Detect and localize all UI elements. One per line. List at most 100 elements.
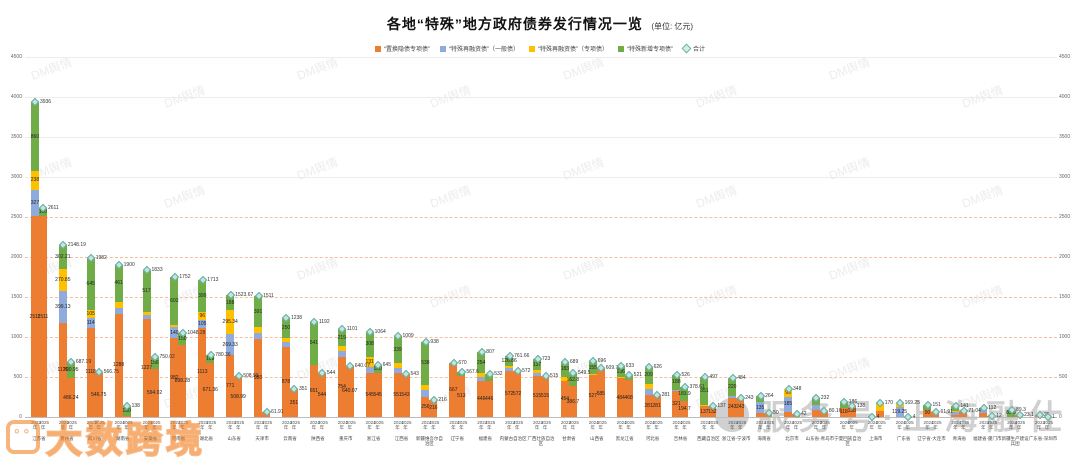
legend-swatch-orange (374, 45, 381, 52)
segment-value-label: 321 (672, 401, 681, 408)
total-value-label: 138 (131, 402, 140, 409)
total-value-label: 71.04 (968, 408, 981, 415)
bar-segment-replacement (708, 406, 717, 417)
region-label: 新疆维吾尔自治区 (415, 436, 443, 447)
x-tick-year-label: 2024 年 (198, 420, 209, 431)
x-tick-year-label: 2025 年 (262, 420, 273, 431)
legend-swatch-yellow (528, 45, 535, 52)
segment-value-label: 194.7 (678, 406, 691, 413)
bar-segment-new-special (150, 356, 159, 370)
total-value-label: 567.6 (466, 368, 479, 375)
total-value-label: 351 (298, 385, 308, 392)
bar-segment-replacement (596, 370, 605, 417)
total-value-label: 484 (737, 375, 746, 382)
y-tick-label-left: 1500 (10, 294, 22, 300)
bar-segment-refi-special (560, 376, 569, 381)
bar-segment-refi-special (58, 269, 67, 291)
bar-segment-refi-special (588, 373, 597, 375)
region-label: 福建省-厦门市 (973, 436, 1002, 441)
bar-segment-replacement (560, 380, 569, 417)
bar-segment-replacement (30, 216, 39, 417)
y-tick-label-left: 2000 (10, 254, 22, 260)
bar-segment-replacement (839, 407, 848, 417)
x-tick-year-label: 2025 年 (317, 420, 328, 431)
chart-title-wrap: 各地“特殊”地方政府债券发行情况一览 (单位: 亿元) (0, 14, 1080, 34)
bar-segment-new-special (616, 366, 625, 378)
bar-segment-refi-general (281, 342, 290, 347)
x-tick-year-label: 2025 年 (652, 420, 663, 431)
region-label: 辽宁省-大连市 (917, 436, 946, 441)
segment-value-label: 667 (449, 387, 458, 394)
legend-swatch-green (617, 45, 624, 52)
y-tick-label-right: 1000 (1059, 334, 1071, 340)
x-tick-year-label: 2024 年 (839, 420, 850, 431)
bar-segment-new-special (254, 296, 263, 328)
region-label: 西藏自治区 (697, 436, 720, 441)
segment-value-label: 517 (142, 288, 151, 295)
dashukuajing-logo-icon (6, 420, 40, 454)
segment-value-label: 162.8 (566, 376, 580, 383)
bar-segment-replacement (122, 416, 131, 417)
gridline-4000 (25, 97, 1057, 98)
gridline-3000 (25, 177, 1057, 178)
segment-value-label: 515 (540, 393, 550, 400)
total-value-label: 281 (661, 391, 670, 398)
x-tick-year-label: 2024 年 (728, 420, 739, 431)
total-value-label: 1900 (123, 262, 135, 268)
bar-segment-replacement (373, 373, 382, 417)
bar-segment-replacement (624, 379, 633, 417)
bar-segment-replacement (281, 346, 290, 417)
x-tick-year-label: 2024 年 (449, 420, 460, 431)
bar-segment-replacement (309, 364, 318, 417)
region-label: 内蒙古自治区 (499, 436, 527, 441)
bar-segment-replacement (142, 318, 151, 417)
bar-segment-replacement (206, 363, 215, 417)
segment-value-label: 126.86 (501, 358, 517, 365)
bar-segment-replacement (485, 381, 494, 417)
bar-segment-new-special (122, 405, 131, 417)
region-label: 陕西省 (311, 436, 325, 441)
bar-segment-refi-general (728, 395, 737, 398)
bar-segment-replacement (680, 401, 689, 417)
y-tick-label-left: 2500 (10, 214, 22, 220)
segment-value-label: 96 (199, 312, 206, 319)
region-label: 浙江省 (366, 436, 381, 441)
bar-segment-refi-special (477, 372, 486, 377)
bar-segment-replacement (847, 405, 856, 417)
segment-value-label: 585 (596, 390, 605, 397)
bar-segment-replacement (345, 365, 354, 417)
x-tick-year-label: 2024 年 (895, 420, 906, 431)
bar-segment-replacement (421, 396, 430, 417)
total-value-label: 216 (438, 396, 447, 403)
bar-segment-replacement (365, 373, 374, 417)
bar-segment-new-special (86, 258, 95, 311)
bar-segment-replacement (700, 406, 709, 417)
segment-value-label: 254 (477, 359, 486, 366)
bottom-left-watermark-text: 大数跨境 (45, 418, 207, 461)
total-value-label: 687.19 (75, 359, 92, 366)
total-value-label: 61.91 (271, 409, 284, 416)
bar-segment-refi-general (477, 376, 486, 382)
bar-segment-replacement (513, 371, 522, 417)
total-value-label: 696 (597, 358, 607, 365)
total-value-label: 807 (486, 349, 495, 356)
x-tick-year-label: 2024 年 (644, 420, 655, 431)
bar-segment-replacement (588, 374, 597, 417)
gridline-1000 (25, 337, 1057, 338)
gridline-1500 (25, 297, 1057, 298)
legend-swatch-total-diamond (681, 43, 692, 54)
segment-value-label: 545 (365, 392, 374, 399)
x-tick-year-label: 2024 年 (979, 420, 990, 431)
tiled-watermark: DM舆情 (162, 183, 207, 211)
x-tick-year-label: 2025 年 (875, 420, 886, 431)
bar-segment-replacement (568, 386, 577, 417)
segment-value-label: 185 (783, 401, 793, 408)
segment-value-label: 982 (170, 374, 179, 381)
x-tick-year-label: 2024 年 (86, 420, 97, 431)
total-value-label: 515 (550, 372, 559, 379)
segment-value-label: 281 (652, 402, 661, 409)
x-tick-year-label: 2025 年 (206, 420, 217, 431)
segment-value-label: 156 (150, 360, 159, 367)
bar-segment-refi-special (505, 366, 514, 368)
x-tick-year-label: 2024 年 (58, 420, 69, 431)
